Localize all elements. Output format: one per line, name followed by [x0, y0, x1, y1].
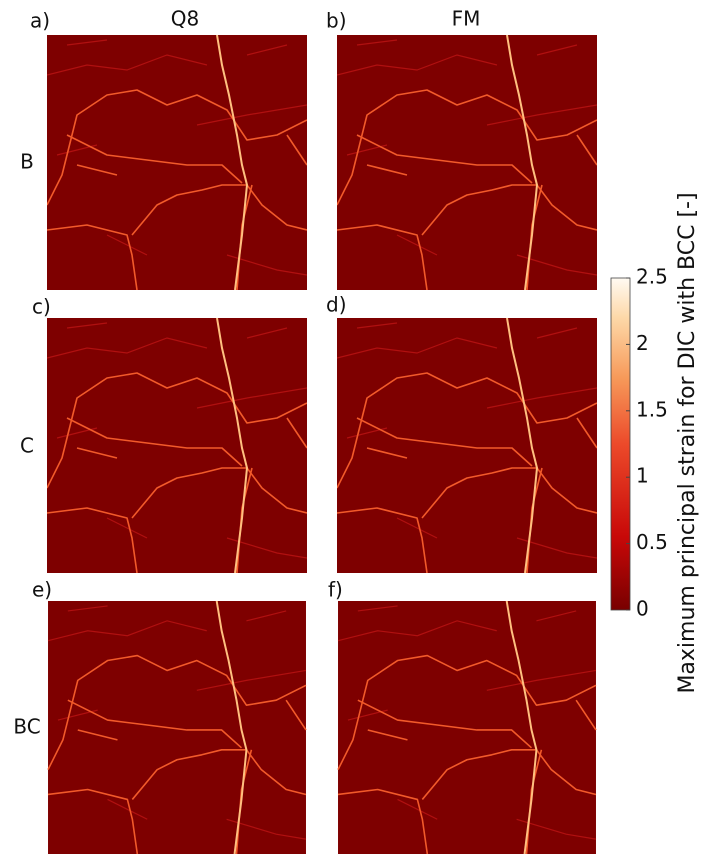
colorbar-tick-label: 1	[636, 464, 649, 488]
colorbar-tick-label: 2.5	[636, 265, 668, 289]
colorbar-tick-label: 2	[636, 331, 649, 355]
panel-label: f)	[328, 578, 343, 602]
strain-map	[47, 601, 307, 854]
colorbar-tick-label: 0	[636, 597, 649, 621]
strain-map	[47, 318, 307, 573]
row-label: BC	[13, 715, 40, 739]
strain-map	[337, 601, 597, 854]
row-label: C	[20, 434, 34, 458]
panel-label: b)	[326, 9, 347, 33]
colorbar-label: Maximum principal strain for DIC with BC…	[675, 192, 700, 693]
colorbar	[610, 277, 631, 611]
panel-label: c)	[32, 295, 51, 319]
column-header: Q8	[171, 7, 199, 31]
row-label: B	[20, 150, 34, 174]
colorbar-tick-label: 0.5	[636, 530, 668, 554]
panel-label: d)	[326, 293, 347, 317]
panel-label: e)	[32, 578, 52, 602]
column-header: FM	[452, 7, 481, 31]
strain-map	[337, 35, 597, 290]
strain-map	[337, 318, 597, 573]
colorbar-tick-label: 1.5	[636, 397, 668, 421]
panel-label: a)	[30, 9, 50, 33]
strain-map	[47, 35, 307, 290]
